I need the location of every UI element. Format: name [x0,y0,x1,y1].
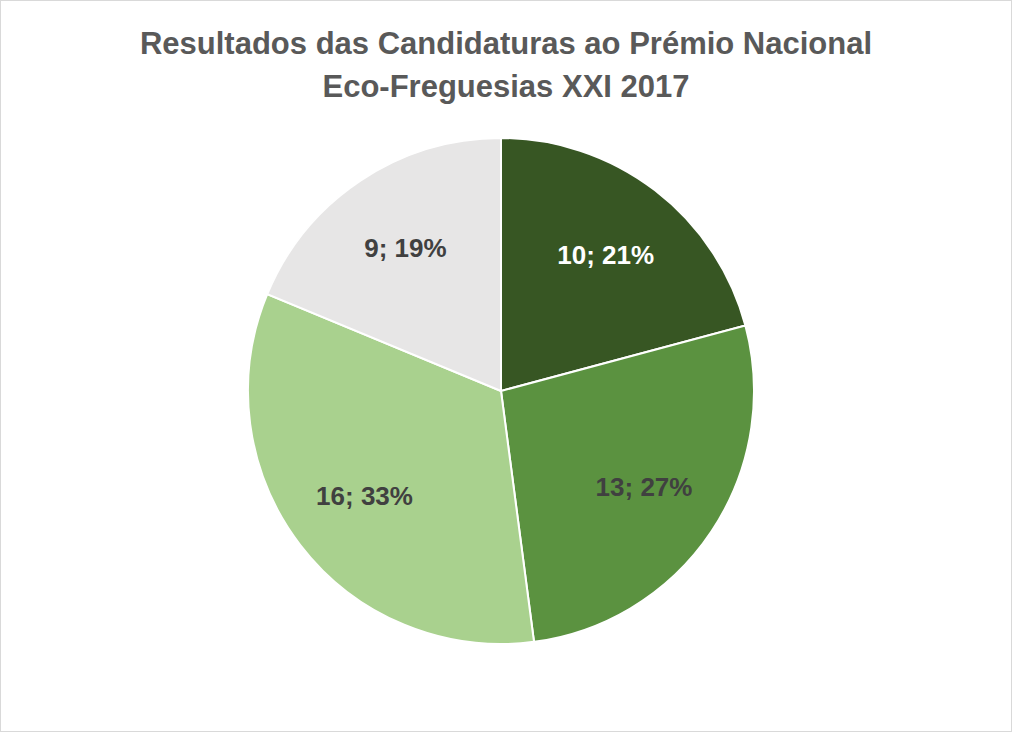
chart-container: Resultados das Candidaturas ao Prémio Na… [0,0,1012,732]
chart-svg: Resultados das Candidaturas ao Prémio Na… [0,0,1012,732]
label-group: 10; 21% 13; 27% 16; 33% 9; 19% [316,233,692,511]
data-label: 16; 33% [316,481,413,511]
chart-title: Eco-Freguesias XXI 2017 [322,69,689,104]
pie-slice [501,326,754,642]
data-label: 13; 27% [596,472,693,502]
title-group: Resultados das Candidaturas ao Prémio Na… [140,26,872,104]
chart-title: Resultados das Candidaturas ao Prémio Na… [140,26,872,61]
pie-group [248,138,754,644]
pie-slice [267,138,501,391]
chart-frame [1,1,1012,732]
data-label: 9; 19% [364,233,446,263]
data-label: 10; 21% [557,240,654,270]
